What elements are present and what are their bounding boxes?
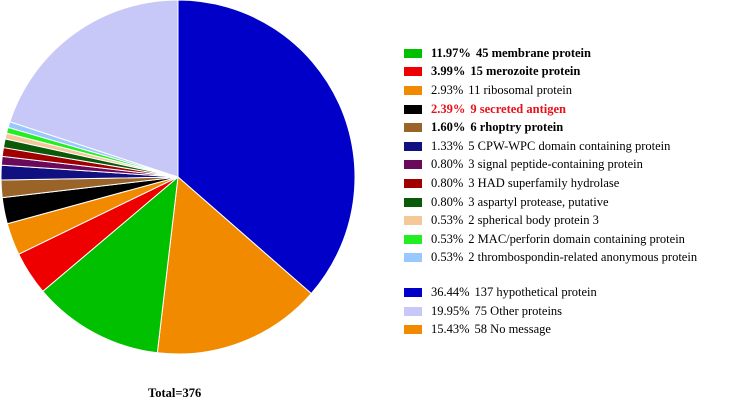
legend-label: 3 aspartyl protease, putative: [468, 194, 609, 209]
legend-swatch: [404, 178, 422, 188]
legend-item: 15.43% 58 No message: [404, 320, 697, 339]
legend-swatch: [404, 160, 422, 170]
legend-percent: 2.39%: [431, 101, 466, 116]
legend-percent: 19.95%: [431, 303, 470, 318]
legend-percent: 0.80%: [431, 157, 464, 172]
legend-percent: 3.99%: [431, 64, 466, 79]
legend-label: 45 membrane protein: [475, 45, 591, 60]
legend-percent: 2.93%: [431, 82, 464, 97]
legend-percent: 11.97%: [431, 45, 471, 60]
legend-label: 137 hypothetical protein: [474, 284, 597, 299]
legend-swatch: [404, 216, 422, 226]
legend-swatch: [404, 197, 422, 207]
legend-percent: 0.80%: [431, 194, 464, 209]
legend-percent: 0.53%: [431, 250, 464, 265]
legend-item: 3.99% 15 merozoite protein: [404, 63, 697, 82]
legend-swatch: [404, 306, 422, 316]
legend-percent: 1.60%: [431, 120, 466, 135]
legend-item: 0.80% 3 signal peptide-containing protein: [404, 156, 697, 175]
legend-swatch: [404, 67, 422, 77]
legend-label: 3 signal peptide-containing protein: [468, 157, 643, 172]
legend-item: 36.44% 137 hypothetical protein: [404, 283, 697, 302]
legend-item: 11.97% 45 membrane protein: [404, 44, 697, 63]
legend-percent: 0.80%: [431, 175, 464, 190]
legend-swatch: [404, 141, 422, 151]
legend-swatch: [404, 104, 422, 114]
legend-item: 19.95% 75 Other proteins: [404, 302, 697, 321]
legend-item: 0.80% 3 HAD superfamily hydrolase: [404, 174, 697, 193]
pie-slice-0: [177, 0, 356, 295]
legend-percent: 36.44%: [431, 284, 470, 299]
legend-swatch: [404, 325, 422, 335]
legend-swatch: [404, 287, 422, 297]
legend-swatch: [404, 85, 422, 95]
legend-swatch: [404, 48, 422, 58]
legend-percent: 0.53%: [431, 231, 464, 246]
legend-item: 2.93% 11 ribosomal protein: [404, 81, 697, 100]
legend-label: 58 No message: [474, 322, 551, 337]
pie-slice-1: [156, 175, 312, 355]
legend-item: 2.39% 9 secreted antigen: [404, 100, 697, 119]
chart-legend: 11.97% 45 membrane protein 3.99% 15 merozoi…: [404, 44, 697, 339]
legend-item: 1.60% 6 rhoptry protein: [404, 118, 697, 137]
legend-swatch: [404, 234, 422, 244]
legend-item: 0.53% 2 thrombospondin-related anonymous …: [404, 249, 697, 268]
legend-label: 2 thrombospondin-related anonymous prote…: [468, 250, 698, 265]
legend-label: 15 merozoite protein: [470, 64, 581, 79]
legend-item: 0.80% 3 aspartyl protease, putative: [404, 193, 697, 212]
legend-label: 2 spherical body protein 3: [468, 213, 599, 228]
legend-swatch: [404, 123, 422, 133]
legend-label: 11 ribosomal protein: [468, 82, 572, 97]
pie-slice-14: [9, 0, 179, 178]
legend-percent: 0.53%: [431, 213, 464, 228]
legend-label: 6 rhoptry protein: [470, 120, 564, 135]
legend-item: 0.53% 2 MAC/perforin domain containing pr…: [404, 230, 697, 249]
legend-label: 5 CPW-WPC domain containing protein: [468, 138, 671, 153]
legend-label: 2 MAC/perforin domain containing protein: [468, 231, 685, 246]
legend-item: 0.53% 2 spherical body protein 3: [404, 211, 697, 230]
pie-slice-2: [42, 175, 179, 354]
legend-label: 75 Other proteins: [474, 303, 563, 318]
legend-label: 9 secreted antigen: [470, 101, 566, 116]
legend-swatch: [404, 253, 422, 263]
legend-item: 1.33% 5 CPW-WPC domain containing protein: [404, 137, 697, 156]
legend-percent: 15.43%: [431, 322, 470, 337]
legend-percent: 1.33%: [431, 138, 464, 153]
total-label: Total=376: [148, 386, 202, 400]
legend-label: 3 HAD superfamily hydrolase: [468, 175, 620, 190]
